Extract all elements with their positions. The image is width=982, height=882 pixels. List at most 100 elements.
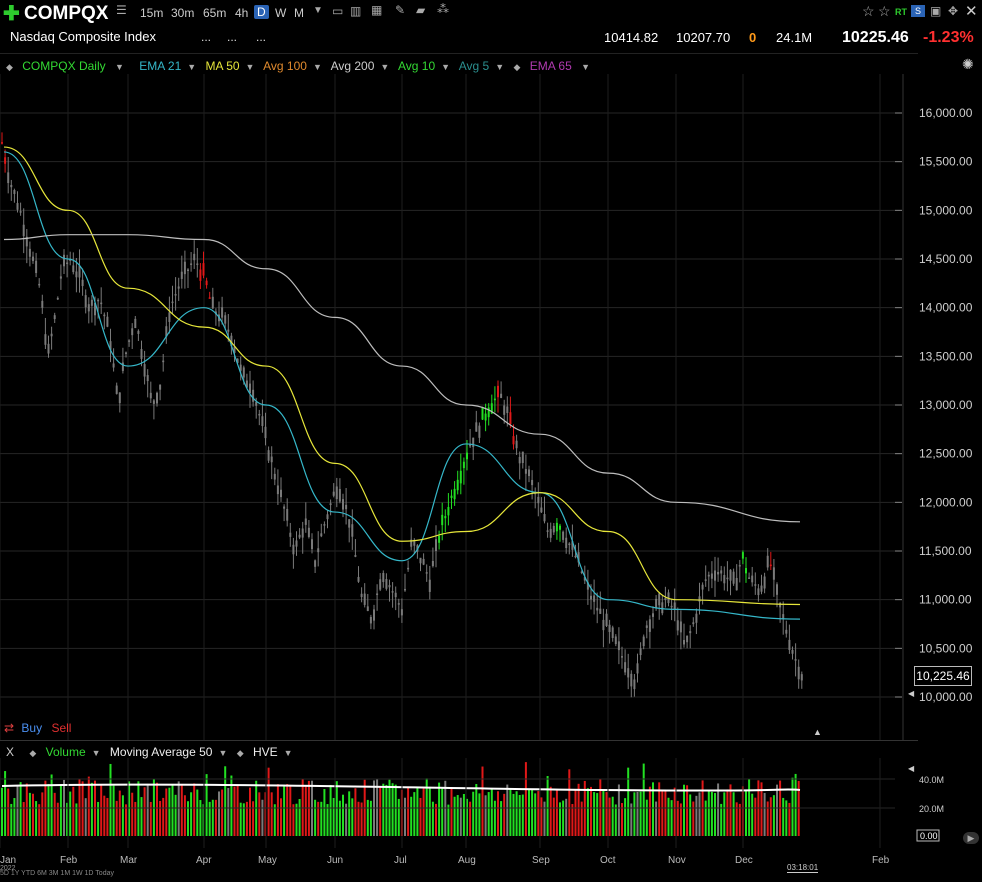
candle-body bbox=[118, 392, 121, 404]
candle-body bbox=[444, 516, 447, 519]
chevron-down-icon[interactable]: ▼ bbox=[441, 62, 451, 72]
tf-15m[interactable]: 15m bbox=[140, 6, 164, 20]
volume-bar bbox=[7, 788, 10, 836]
volume-bar bbox=[785, 800, 788, 836]
tf-weekly[interactable]: W bbox=[275, 6, 287, 20]
tf-65m[interactable]: 65m bbox=[203, 6, 227, 20]
candle-body bbox=[112, 363, 115, 368]
chevron-down-icon[interactable]: ▼ bbox=[380, 62, 390, 72]
volume-bar bbox=[428, 786, 431, 836]
indicator-4[interactable]: Avg 200 bbox=[330, 59, 375, 73]
draw-pencil-icon[interactable]: ✎ bbox=[395, 3, 406, 17]
volume-bar bbox=[596, 793, 599, 836]
close-volume-button[interactable]: X bbox=[6, 745, 15, 759]
volume-indicator[interactable]: Volume bbox=[45, 745, 86, 759]
volume-bar bbox=[549, 786, 552, 836]
volume-bar bbox=[766, 801, 769, 836]
volume-bar bbox=[357, 801, 360, 836]
text-icon[interactable]: ▭ bbox=[332, 4, 344, 18]
save-icon[interactable]: ▣ bbox=[930, 4, 942, 18]
candle-body bbox=[537, 496, 540, 504]
volume-bar bbox=[28, 792, 31, 836]
chevron-down-icon[interactable]: ▼ bbox=[187, 62, 197, 72]
candle-body bbox=[211, 296, 214, 309]
indicator-3[interactable]: Avg 100 bbox=[263, 59, 307, 73]
volume-bar bbox=[87, 776, 90, 836]
rt-icon[interactable]: RT bbox=[895, 7, 907, 17]
candle-body bbox=[565, 537, 568, 549]
move-icon[interactable]: ✥ bbox=[948, 4, 959, 18]
indicator-2[interactable]: MA 50 bbox=[205, 59, 240, 73]
add-symbol-icon[interactable]: ✚ bbox=[3, 3, 20, 25]
x-tick-label: Nov bbox=[668, 855, 686, 866]
star-icon[interactable]: ☆ bbox=[862, 3, 875, 19]
chart-grid bbox=[0, 74, 895, 740]
symbol-title[interactable]: COMPQX bbox=[24, 3, 109, 24]
candle-body bbox=[766, 555, 769, 568]
volume-bar bbox=[692, 801, 695, 836]
tf-30m[interactable]: 30m bbox=[171, 6, 195, 20]
volume-bar bbox=[642, 763, 645, 836]
volume-bar bbox=[630, 803, 633, 836]
y-tick-label: 13,500.00 bbox=[919, 349, 973, 363]
candle-body bbox=[301, 528, 304, 538]
buy-button[interactable]: Buy bbox=[21, 721, 43, 735]
bar-chart-icon[interactable]: ▥ bbox=[350, 4, 362, 18]
chevron-down-icon[interactable]: ▼ bbox=[313, 5, 323, 16]
ellipsis-2: ... bbox=[227, 30, 238, 44]
scroll-up-icon[interactable]: ◀ bbox=[908, 764, 915, 773]
volume-divider bbox=[0, 740, 918, 741]
volume-chart[interactable]: 40.0M 20.0M 0.00 bbox=[0, 755, 982, 850]
volume-bar bbox=[565, 798, 568, 836]
volume-bar bbox=[149, 801, 152, 836]
list-icon[interactable]: ☰ bbox=[116, 3, 127, 17]
candle-body bbox=[506, 406, 509, 414]
indicator-5[interactable]: Avg 10 bbox=[397, 59, 436, 73]
volume-bar bbox=[140, 797, 143, 836]
calculator-icon[interactable]: ▦ bbox=[371, 3, 383, 17]
triangle-up-icon[interactable]: ▲ bbox=[813, 727, 822, 737]
chevron-down-icon[interactable]: ▼ bbox=[312, 62, 322, 72]
candle-body bbox=[602, 619, 605, 631]
volume-bar bbox=[90, 782, 93, 836]
sell-button[interactable]: Sell bbox=[51, 721, 72, 735]
chevron-down-icon[interactable]: ▼ bbox=[245, 62, 255, 72]
candle-body bbox=[763, 576, 766, 589]
volume-bar bbox=[314, 799, 317, 836]
volume-bar bbox=[404, 797, 406, 836]
candle-body bbox=[171, 301, 174, 304]
candle-body bbox=[559, 525, 561, 530]
volume-bar bbox=[540, 797, 543, 836]
candle-body bbox=[202, 263, 205, 276]
close-icon[interactable]: ✕ bbox=[965, 3, 978, 20]
tf-daily[interactable]: D bbox=[254, 5, 269, 19]
price-chart[interactable]: 16,000.00 15,500.00 15,000.00 14,500.00 14,0… bbox=[0, 74, 982, 740]
share-icon[interactable]: ⁂ bbox=[437, 2, 449, 16]
indicator-0[interactable]: ◆ COMPQX Daily ▼ bbox=[6, 59, 124, 73]
scroll-right-icon[interactable]: ▶ bbox=[963, 832, 979, 844]
indicator-6[interactable]: Avg 5 bbox=[458, 59, 490, 73]
volume-bar bbox=[782, 797, 785, 836]
palette-icon[interactable]: ✺ bbox=[962, 56, 974, 72]
indicator-7[interactable]: ◆ EMA 65 ▼ bbox=[513, 59, 591, 73]
ma50-volume-indicator[interactable]: Moving Average 50 bbox=[109, 745, 213, 759]
volume-bar bbox=[506, 784, 509, 836]
y-tick-label: 16,000.00 bbox=[919, 106, 973, 120]
folder-icon[interactable]: ▰ bbox=[416, 3, 426, 17]
tf-monthly[interactable]: M bbox=[294, 6, 304, 20]
volume-axis: 40.0M 20.0M 0.00 bbox=[0, 758, 944, 848]
volume-bar bbox=[193, 783, 196, 836]
trade-icon[interactable]: ⇄ bbox=[4, 721, 15, 735]
volume-bar bbox=[128, 781, 131, 836]
star-outline-icon[interactable]: ☆ bbox=[878, 3, 891, 19]
indicator-1[interactable]: EMA 21 bbox=[139, 59, 182, 73]
candle-body bbox=[332, 491, 335, 496]
range-buttons[interactable]: 5D 1Y YTD 6M 3M 1M 1W 1D Today bbox=[0, 870, 114, 877]
chevron-down-icon[interactable]: ▼ bbox=[495, 62, 505, 72]
tf-4h[interactable]: 4h bbox=[235, 6, 249, 20]
hve-indicator[interactable]: HVE bbox=[252, 745, 278, 759]
candle-body bbox=[751, 575, 754, 583]
volume-bar bbox=[435, 803, 437, 836]
scan-icon[interactable]: S bbox=[911, 5, 925, 17]
volume-bar bbox=[19, 782, 22, 836]
